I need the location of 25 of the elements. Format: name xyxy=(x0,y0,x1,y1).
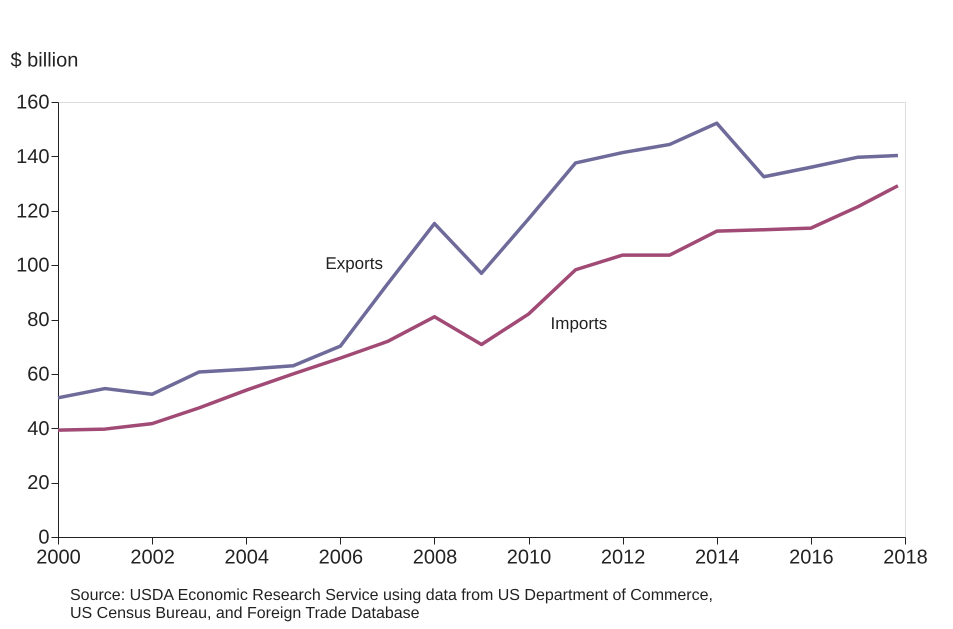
x-tick-label: 2008 xyxy=(412,546,458,568)
x-tick-label: 2016 xyxy=(789,546,834,568)
y-tick-label: 40 xyxy=(27,418,50,440)
y-tick-label: 0 xyxy=(38,526,50,548)
x-tick-label: 2010 xyxy=(506,546,552,568)
x-tick-label: 2004 xyxy=(224,546,269,568)
y-tick-label: 140 xyxy=(16,146,50,168)
x-tick-label: 2018 xyxy=(883,546,928,568)
y-tick-label: 80 xyxy=(27,309,50,331)
y-tick-label: 160 xyxy=(16,92,50,114)
y-tick-label: 60 xyxy=(27,363,50,386)
source-note: Source: USDA Economic Research Service using data from US Department of Commerce, US Census Bureau, and Foreign Trade Database xyxy=(70,587,713,622)
y-tick-label: 100 xyxy=(16,254,50,277)
x-tick-label: 2014 xyxy=(695,546,740,568)
x-tick-label: 2012 xyxy=(600,546,646,568)
x-tick-label: 2000 xyxy=(36,546,81,568)
y-tick-label: 120 xyxy=(16,200,50,222)
x-tick-label: 2006 xyxy=(318,546,364,568)
series-label: Imports xyxy=(550,314,608,334)
y-axis-title: $ billion xyxy=(10,50,78,72)
line-series xyxy=(56,184,900,432)
y-tick-label: 20 xyxy=(27,472,50,494)
x-tick-label: 2002 xyxy=(130,546,175,568)
series-label: Exports xyxy=(325,254,384,274)
line-series xyxy=(56,121,900,400)
